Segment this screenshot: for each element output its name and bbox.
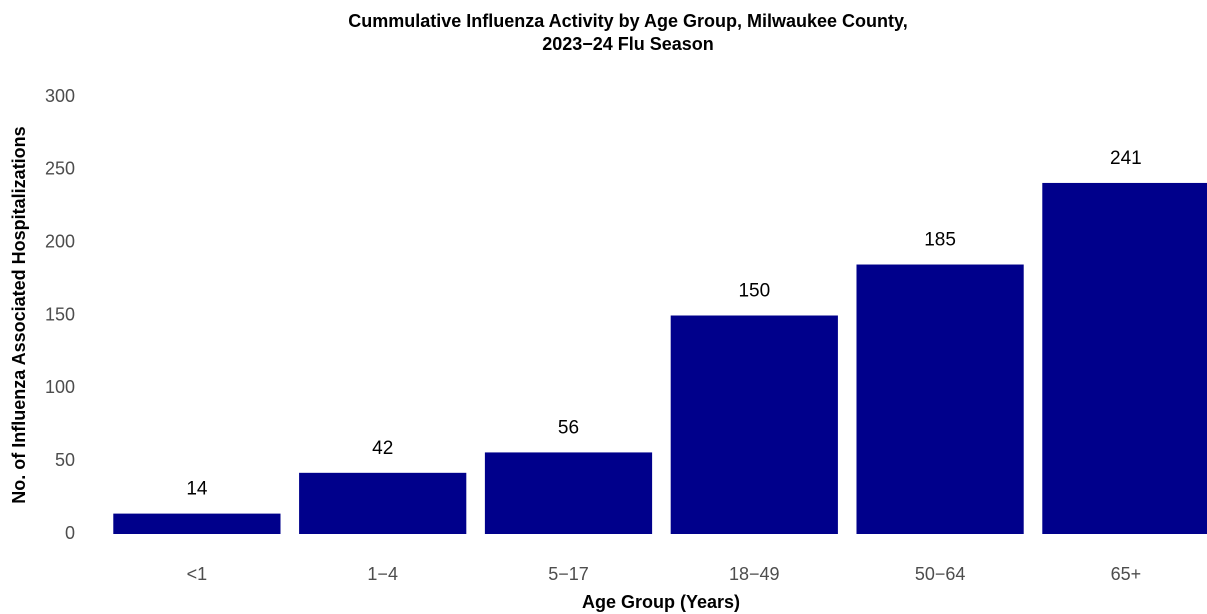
value-label: 56 bbox=[558, 417, 579, 438]
y-tick-label: 250 bbox=[45, 159, 75, 179]
bar bbox=[1042, 182, 1207, 534]
value-label: 150 bbox=[738, 281, 770, 302]
y-tick-label: 0 bbox=[65, 523, 75, 543]
value-label: 14 bbox=[186, 479, 208, 500]
x-tick-label: 1−4 bbox=[367, 564, 398, 584]
y-tick-label: 50 bbox=[55, 450, 75, 470]
y-tick-label: 300 bbox=[45, 86, 75, 106]
x-tick-label: 65+ bbox=[1111, 564, 1142, 584]
x-tick-label: 5−17 bbox=[548, 564, 589, 584]
chart-title: Cummulative Influenza Activity by Age Gr… bbox=[348, 11, 907, 31]
value-label: 185 bbox=[924, 230, 956, 251]
y-tick-label: 100 bbox=[45, 377, 75, 397]
x-axis-title: Age Group (Years) bbox=[582, 592, 740, 612]
value-label: 42 bbox=[372, 438, 393, 459]
x-tick-label: <1 bbox=[187, 564, 208, 584]
bar bbox=[299, 472, 467, 534]
bar bbox=[670, 315, 838, 534]
bar bbox=[484, 452, 653, 534]
chart-title: 2023−24 Flu Season bbox=[542, 34, 714, 54]
x-tick-label: 50−64 bbox=[915, 564, 966, 584]
bar bbox=[856, 264, 1024, 534]
y-axis-title: No. of Influenza Associated Hospitalizat… bbox=[9, 126, 29, 503]
x-tick-label: 18−49 bbox=[729, 564, 780, 584]
value-label: 241 bbox=[1110, 148, 1142, 169]
y-tick-label: 150 bbox=[45, 304, 75, 324]
bar bbox=[113, 513, 281, 534]
y-tick-label: 200 bbox=[45, 231, 75, 251]
